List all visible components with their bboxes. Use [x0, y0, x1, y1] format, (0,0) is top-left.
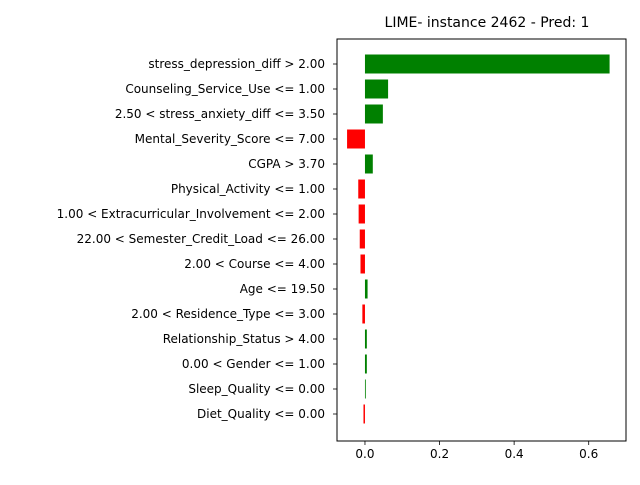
x-axis: 0.0 0.2 0.4 0.6 [355, 441, 598, 461]
bar-2 [364, 104, 383, 124]
x-tick-label: 0.0 [355, 447, 374, 461]
bar-10 [362, 304, 365, 324]
bar-6 [358, 204, 365, 224]
y-tick-label: 1.00 < Extracurricular_Involvement <= 2.… [57, 207, 325, 221]
y-tick-label: Diet_Quality <= 0.00 [197, 407, 325, 421]
bar-7 [359, 229, 365, 249]
bars-layer [347, 54, 610, 424]
bar-0 [364, 54, 610, 74]
chart-title: LIME- instance 2462 - Pred: 1 [385, 15, 590, 31]
y-tick-labels: stress_depression_diff > 2.00 Counseling_… [57, 57, 337, 421]
bar-11 [364, 329, 367, 349]
y-tick-label: 22.00 < Semester_Credit_Load <= 26.00 [77, 232, 325, 246]
y-tick-label: Age <= 19.50 [240, 282, 325, 296]
x-tick-label: 0.4 [505, 447, 524, 461]
bar-14 [363, 404, 365, 424]
bar-8 [360, 254, 365, 274]
y-tick-label: 2.50 < stress_anxiety_diff <= 3.50 [115, 107, 325, 121]
bar-13 [364, 379, 366, 399]
bar-4 [364, 154, 373, 174]
y-tick-label: Counseling_Service_Use <= 1.00 [125, 82, 325, 96]
plot-frame [336, 38, 627, 442]
y-tick-label: Relationship_Status > 4.00 [163, 332, 325, 346]
bar-3 [347, 129, 365, 149]
y-tick-label: 0.00 < Gender <= 1.00 [182, 357, 325, 371]
y-tick-label: Mental_Severity_Score <= 7.00 [135, 132, 325, 146]
x-tick-label: 0.6 [579, 447, 598, 461]
y-tick-label: CGPA > 3.70 [248, 157, 325, 171]
bar-12 [364, 354, 367, 374]
y-tick-label: 2.00 < Course <= 4.00 [184, 257, 325, 271]
bar-9 [364, 279, 368, 299]
y-tick-label: 2.00 < Residence_Type <= 3.00 [131, 307, 325, 321]
y-tick-label: stress_depression_diff > 2.00 [148, 57, 325, 71]
bar-1 [364, 79, 389, 99]
y-tick-label: Sleep_Quality <= 0.00 [188, 382, 325, 396]
bar-5 [358, 179, 365, 199]
x-tick-label: 0.2 [430, 447, 449, 461]
y-tick-label: Physical_Activity <= 1.00 [171, 182, 325, 196]
